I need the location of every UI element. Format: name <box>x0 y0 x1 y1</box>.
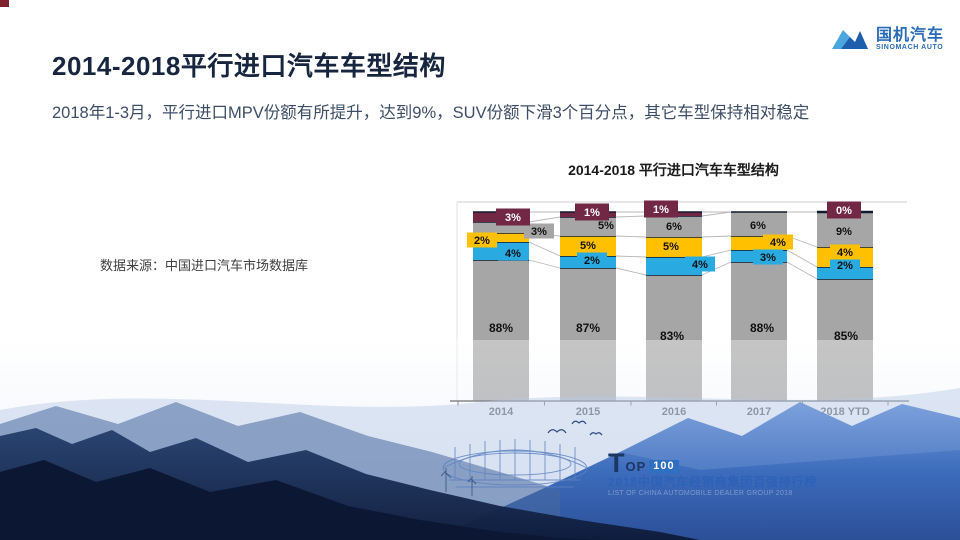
label-box-other-maroon <box>827 201 861 219</box>
bar-label: 87% <box>576 321 600 335</box>
label-box-other-maroon <box>575 203 609 221</box>
bar-label: 0% <box>836 205 852 217</box>
label-box-blue <box>753 249 783 265</box>
right-ridge-highlight <box>620 402 960 470</box>
label-box-other-maroon <box>496 208 530 226</box>
connector-line <box>786 249 818 268</box>
stacked-bar-chart: 2014 2015 2016 2017 2018 YTD88%4%2%3%3%87%2%… <box>450 200 909 418</box>
label-box-blue <box>685 256 715 272</box>
footer-line-en: LIST OF CHINA AUTOMOBILE DEALER GROUP 20… <box>608 490 793 497</box>
bar-label: 2% <box>474 235 490 247</box>
label-box-yellow <box>763 234 793 250</box>
bar-label: 5% <box>580 240 596 252</box>
expo-dome-sketch <box>442 439 588 488</box>
connector-line <box>786 261 818 280</box>
top100-badge: T OP 100 2018中国汽车经销商集团百强排行榜 LIST OF CHIN… <box>608 448 818 498</box>
landscape-banner: T OP 100 2018中国汽车经销商集团百强排行榜 LIST OF CHIN… <box>0 340 960 540</box>
corner-accent <box>0 0 9 7</box>
connector-line <box>615 255 647 258</box>
bar-label: 5% <box>663 241 679 253</box>
bar-label: 2% <box>837 260 853 272</box>
data-source-note: 数据来源：中国进口汽车市场数据库 <box>100 258 309 273</box>
segment-mpv-gray-top-2017 <box>731 212 787 236</box>
mountain-illustration <box>0 340 960 540</box>
label-box-other-maroon <box>644 200 678 218</box>
bar-label: 85% <box>834 329 858 343</box>
bar-label: 83% <box>660 329 684 343</box>
top100-logo-row: T OP 100 <box>608 448 817 478</box>
small-trees <box>440 468 477 496</box>
label-box-yellow <box>830 244 860 260</box>
connector-line <box>701 235 732 238</box>
label-box-mpv-gray-top <box>524 223 554 239</box>
label-box-blue <box>498 245 528 261</box>
connector-line <box>701 261 732 276</box>
bar-label: 3% <box>531 226 547 238</box>
logo-text: 国机汽车 SINOMACH AUTO <box>876 27 944 51</box>
segment-mpv-gray-top-2016 <box>646 216 702 237</box>
connector-line <box>615 235 647 238</box>
top100-number: 100 <box>649 460 679 473</box>
birds-icon <box>547 420 603 436</box>
logo-name-cn: 国机汽车 <box>875 27 944 44</box>
segment-yellow-2016 <box>646 237 702 257</box>
bar-label: 6% <box>750 220 766 232</box>
bar-label: 6% <box>666 221 682 233</box>
bar-label: 1% <box>584 207 600 219</box>
connector-line <box>528 216 561 223</box>
connector-line <box>615 267 647 276</box>
sinomach-mountain-icon <box>831 30 868 49</box>
segment-yellow-2014 <box>473 233 529 242</box>
company-logo: 国机汽车 SINOMACH AUTO <box>830 24 944 54</box>
bar-label: 4% <box>505 248 521 260</box>
segment-mpv-gray-top-2014 <box>473 222 529 233</box>
chart-title: 2014-2018 平行进口汽车车型结构 <box>568 162 779 178</box>
label-box-yellow <box>467 232 497 248</box>
logo-name-en: SINOMACH AUTO <box>875 44 944 51</box>
bar-label: 2% <box>584 255 600 267</box>
bar-label: 1% <box>653 204 669 216</box>
bar-label: 4% <box>770 237 786 249</box>
bar-label: 4% <box>692 259 708 271</box>
right-blue-ridge <box>430 402 960 540</box>
bar-label: 3% <box>760 252 776 264</box>
bar-label: 9% <box>836 226 852 238</box>
connector-line <box>615 215 647 218</box>
footer-line-cn: 2018中国汽车经销商集团百强排行榜 <box>608 475 818 489</box>
label-box-blue <box>577 252 607 268</box>
top100-letters-op: OP <box>625 459 647 474</box>
top100-letter-t: T <box>608 448 625 478</box>
bar-label: 4% <box>837 247 853 259</box>
connector-line <box>528 241 561 257</box>
foreground-ridge <box>0 460 600 540</box>
slide-subtitle: 2018年1-3月，平行进口MPV份额有所提升，达到9%，SUV份额下滑3个百分… <box>52 104 810 122</box>
connector-line <box>701 211 732 217</box>
bar-label: 3% <box>505 212 521 224</box>
page-title: 2014-2018平行进口汽车车型结构 <box>52 51 446 81</box>
connector-line <box>528 259 561 269</box>
segment-mpv-gray-top-2015 <box>560 217 616 236</box>
label-box-blue <box>830 257 860 273</box>
connector-line <box>701 249 732 258</box>
bar-label: 5% <box>598 220 614 232</box>
segment-yellow-2015 <box>560 236 616 256</box>
bar-label: 88% <box>750 321 774 335</box>
bar-label: 88% <box>489 321 513 335</box>
